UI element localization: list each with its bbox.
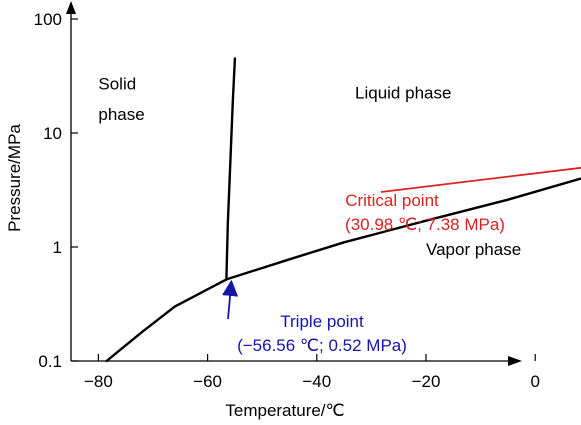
sublimation-curve [105, 278, 228, 363]
x-axis [71, 356, 522, 366]
annotations: Critical point (30.98 ℃; 7.38 MPa) Triple … [222, 166, 581, 355]
critical-point-label: Critical point [345, 191, 439, 210]
x-axis-title: Temperature/℃ [225, 401, 344, 420]
triple-point-label: Triple point [280, 312, 364, 331]
y-tick-label: 0.1 [38, 352, 62, 371]
y-tick-label: 100 [34, 10, 62, 29]
critical-point-label: (30.98 ℃; 7.38 MPa) [345, 215, 505, 234]
x-tick-label: −20 [412, 372, 441, 391]
region-label: Liquid phase [355, 84, 451, 103]
vaporization-curve [225, 177, 581, 281]
triple-point-label: (−56.56 ℃; 0.52 MPa) [237, 336, 407, 355]
x-axis-arrowhead [508, 356, 522, 366]
x-tick-label: −40 [302, 372, 331, 391]
y-tick-label: 10 [43, 124, 62, 143]
x-ticks: −80−60−40−200204060 [84, 354, 540, 391]
y-tick-label: 1 [53, 238, 62, 257]
region-label: phase [98, 105, 144, 124]
region-label: Solid [98, 75, 136, 94]
triple-point-arrow [222, 279, 239, 320]
region-label: Vapor phase [426, 240, 521, 259]
y-axis-title: Pressure/MPa [5, 124, 24, 232]
melting-curve [225, 57, 237, 281]
phase-boundary-lines [105, 57, 581, 363]
x-tick-label: −80 [84, 372, 113, 391]
x-tick-label: 0 [530, 372, 539, 391]
y-ticks: 0.1 1 10 100 [34, 10, 78, 371]
critical-point-arrow [380, 166, 581, 193]
y-axis-arrowhead [66, 1, 76, 14]
y-axis [66, 1, 76, 361]
x-tick-label: −60 [193, 372, 222, 391]
